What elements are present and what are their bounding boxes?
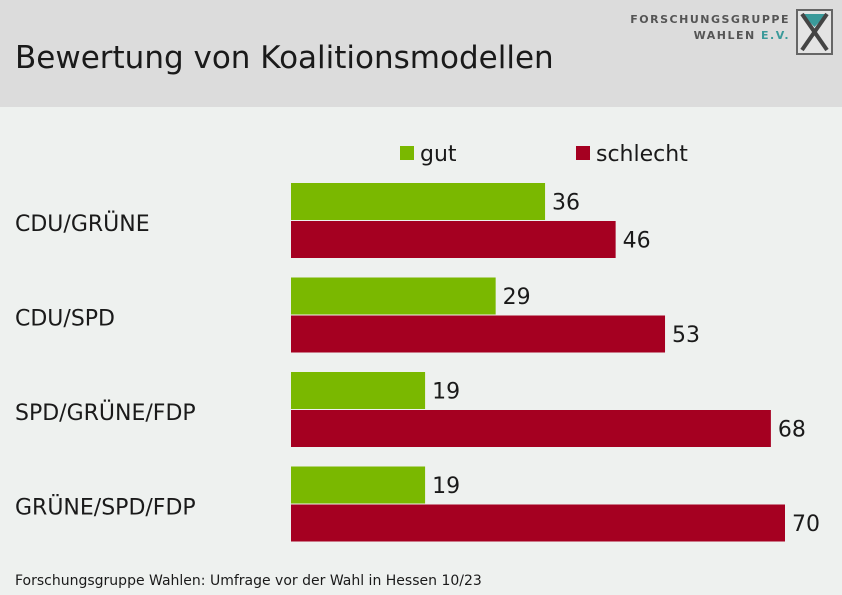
category-label: CDU/GRÜNE <box>15 211 150 237</box>
bar-gut <box>291 372 426 409</box>
bar-schlecht <box>291 221 616 258</box>
bar-gut <box>291 466 426 504</box>
bar-gut <box>291 277 496 315</box>
bar-schlecht <box>291 410 771 447</box>
data-label-schlecht: 53 <box>672 323 700 348</box>
logo-x-icon <box>796 9 833 55</box>
category-label: CDU/SPD <box>15 307 115 332</box>
legend-label-schlecht: schlecht <box>596 142 688 167</box>
logo-text: FORSCHUNGSGRUPPE WAHLEN E.V. <box>630 12 790 44</box>
legend-swatch-schlecht <box>576 146 590 160</box>
source-note: Forschungsgruppe Wahlen: Umfrage vor der… <box>15 573 482 589</box>
data-label-gut: 19 <box>432 380 460 405</box>
logo-line-1: FORSCHUNGSGRUPPE <box>630 13 790 26</box>
data-label-schlecht: 70 <box>792 512 820 537</box>
bar-schlecht <box>291 504 785 542</box>
data-label-schlecht: 46 <box>623 229 651 254</box>
category-label: GRÜNE/SPD/FDP <box>15 495 196 521</box>
page-title: Bewertung von Koalitionsmodellen <box>15 40 554 76</box>
logo-line-2: WAHLEN E.V. <box>630 28 790 44</box>
bar-chart: gut schlecht CDU/GRÜNE 36 46 CDU/SPD 29 53 SPD/G… <box>15 142 820 542</box>
data-label-gut: 29 <box>503 285 531 310</box>
header-bar: Bewertung von Koalitionsmodellen FORSCHU… <box>0 0 842 107</box>
data-label-gut: 19 <box>432 474 460 499</box>
legend-swatch-gut <box>400 146 414 160</box>
data-label-schlecht: 68 <box>778 418 806 443</box>
logo-line-2-main: WAHLEN <box>693 29 762 42</box>
bar-gut <box>291 183 546 220</box>
category-label: SPD/GRÜNE/FDP <box>15 400 196 426</box>
legend-label-gut: gut <box>420 142 457 167</box>
logo-line-2-accent: E.V. <box>761 29 790 42</box>
bar-schlecht <box>291 315 666 353</box>
data-label-gut: 36 <box>552 191 580 216</box>
